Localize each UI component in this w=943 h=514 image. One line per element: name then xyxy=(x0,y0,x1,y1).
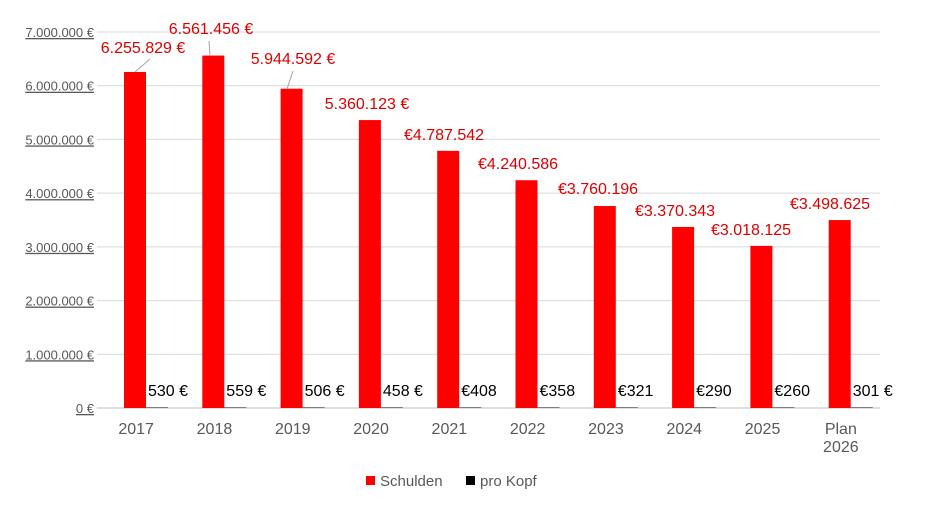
x-tick-label: 2017 xyxy=(118,421,154,438)
y-tick-label: 1.000.000 € xyxy=(25,347,94,362)
data-label-schulden: €4.787.542 xyxy=(404,127,484,144)
y-tick-label: 7.000.000 € xyxy=(25,25,94,40)
x-tick-label: 2025 xyxy=(745,421,781,438)
bar-pro-kopf xyxy=(224,407,247,408)
bar-schulden xyxy=(750,245,773,408)
label-leader-line xyxy=(208,40,211,57)
legend-schulden-label: Schulden xyxy=(380,473,443,490)
x-tick-label: 2021 xyxy=(432,421,468,438)
bar-schulden xyxy=(202,55,225,408)
bar-pro-kopf xyxy=(380,407,403,408)
data-label-pro-kopf: 301 € xyxy=(853,383,893,400)
label-leader-line xyxy=(134,58,151,73)
bar-pro-kopf xyxy=(772,407,795,408)
y-tick-label: 5.000.000 € xyxy=(25,132,94,147)
x-tick-label: Plan xyxy=(825,421,857,438)
data-label-pro-kopf: 506 € xyxy=(305,383,345,400)
label-leader-line xyxy=(286,70,294,90)
data-label-schulden: €3.498.625 xyxy=(790,196,870,213)
bar-schulden xyxy=(124,71,146,409)
data-label-pro-kopf: 559 € xyxy=(226,383,266,400)
x-tick-label: 2022 xyxy=(510,421,546,438)
data-label-pro-kopf: €408 xyxy=(461,383,497,400)
data-label-pro-kopf: €358 xyxy=(540,383,576,400)
legend-schulden-swatch xyxy=(366,476,375,485)
data-label-schulden: 5.360.123 € xyxy=(325,96,410,113)
data-label-schulden: €4.240.586 xyxy=(478,156,558,173)
bar-pro-kopf xyxy=(694,407,717,408)
y-tick-label: 6.000.000 € xyxy=(25,79,94,94)
bar-schulden xyxy=(358,120,381,408)
bar-pro-kopf xyxy=(302,407,325,408)
bar-schulden xyxy=(593,206,616,408)
data-label-schulden: 6.255.829 € xyxy=(101,40,186,57)
y-tick-label: 0 € xyxy=(76,401,95,416)
bar-schulden xyxy=(280,88,303,408)
data-label-pro-kopf: €321 xyxy=(618,383,654,400)
data-label-pro-kopf: €290 xyxy=(696,383,732,400)
legend-pro-kopf-label: pro Kopf xyxy=(480,473,538,490)
data-label-schulden: €3.370.343 xyxy=(635,203,715,220)
data-label-schulden: €3.760.196 xyxy=(558,181,638,198)
data-label-pro-kopf: 458 € xyxy=(383,383,423,400)
bar-pro-kopf xyxy=(537,407,560,408)
y-tick-label: 4.000.000 € xyxy=(25,186,94,201)
legend-pro-kopf-swatch xyxy=(466,476,475,485)
x-tick-label: 2023 xyxy=(588,421,624,438)
data-label-schulden: 5.944.592 € xyxy=(251,51,336,68)
bar-schulden xyxy=(437,150,460,408)
data-label-schulden: 6.561.456 € xyxy=(169,21,254,38)
bar-pro-kopf xyxy=(146,407,168,408)
y-tick-label: 2.000.000 € xyxy=(25,294,94,309)
x-tick-label: 2026 xyxy=(823,439,859,456)
x-tick-label: 2024 xyxy=(666,421,702,438)
x-tick-label: 2020 xyxy=(353,421,389,438)
data-label-pro-kopf: 530 € xyxy=(148,383,188,400)
bar-pro-kopf xyxy=(459,407,482,408)
data-label-schulden: €3.018.125 xyxy=(711,222,791,239)
y-tick-label: 3.000.000 € xyxy=(25,240,94,255)
bar-schulden xyxy=(515,180,538,408)
bar-pro-kopf xyxy=(615,407,638,408)
bar-schulden xyxy=(672,226,695,408)
bar-schulden xyxy=(828,220,851,408)
x-tick-label: 2019 xyxy=(275,421,311,438)
x-tick-label: 2018 xyxy=(197,421,233,438)
bar-pro-kopf xyxy=(850,407,873,408)
data-label-pro-kopf: €260 xyxy=(774,383,810,400)
